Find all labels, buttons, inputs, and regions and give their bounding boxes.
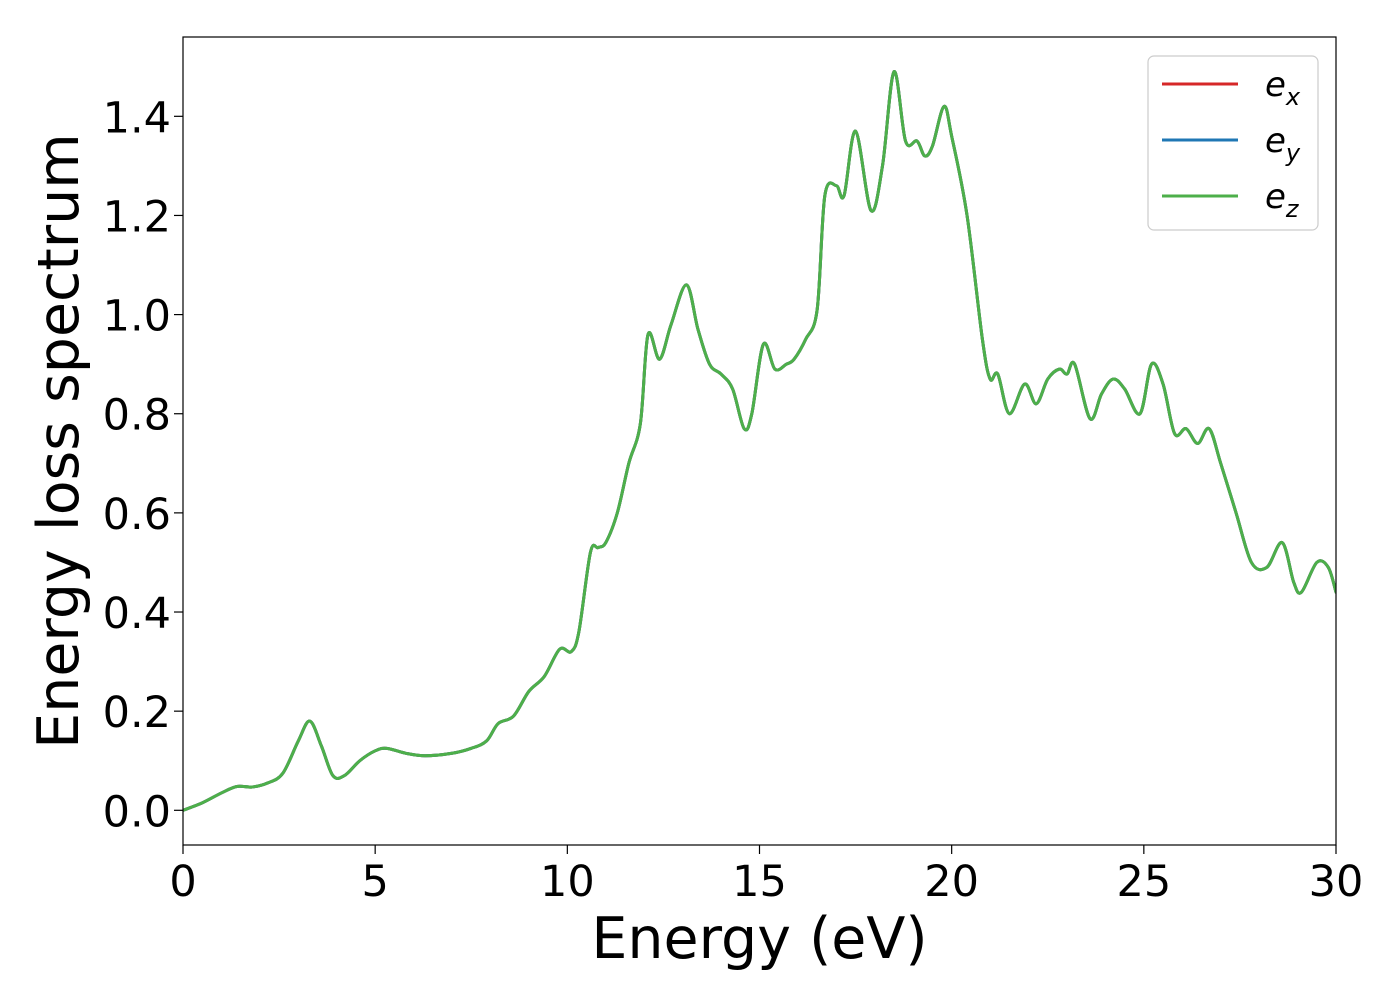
legend-label: ey	[1265, 121, 1301, 167]
legend-item-ex: ex	[1162, 65, 1301, 111]
y-tick-label: 0.8	[103, 391, 171, 441]
legend-label-base: e	[1265, 177, 1286, 217]
x-tick-label: 10	[540, 857, 595, 907]
legend-box	[1147, 55, 1319, 231]
y-tick-label: 1.4	[103, 93, 171, 143]
series-line-ez	[183, 70, 1336, 812]
y-tick-label: 0.4	[103, 589, 171, 639]
x-tick-label: 25	[1116, 857, 1171, 907]
y-tick-label: 1.0	[103, 292, 171, 342]
legend-label-subscript: z	[1285, 195, 1300, 223]
legend-label-subscript: x	[1285, 83, 1301, 111]
series-layer	[183, 70, 1336, 812]
y-tick-label: 0.6	[103, 490, 171, 540]
y-axis-label: Energy loss spectrum	[26, 133, 92, 749]
legend-label-base: e	[1265, 65, 1286, 105]
y-tick-label: 0.0	[103, 787, 171, 837]
legend-label-base: e	[1265, 121, 1286, 161]
y-axis: 0.0 0.2 0.4 0.6 0.8 1.0 1.2 1.4	[103, 93, 183, 837]
y-tick-label: 0.2	[103, 688, 171, 738]
legend-label: ez	[1265, 177, 1300, 223]
legend-label-subscript: y	[1285, 139, 1301, 167]
y-tick-label: 1.2	[103, 192, 171, 242]
x-tick-label: 30	[1309, 857, 1364, 907]
legend-label: ex	[1265, 65, 1301, 111]
x-axis: 0 5 10 15 20 25 30	[169, 845, 1363, 907]
legend-item-ey: ey	[1162, 121, 1301, 167]
x-tick-label: 20	[924, 857, 979, 907]
x-axis-label: Energy (eV)	[591, 906, 927, 972]
x-tick-label: 0	[169, 857, 196, 907]
legend-item-ez: ez	[1162, 177, 1300, 223]
x-tick-label: 15	[732, 857, 787, 907]
x-tick-label: 5	[361, 857, 388, 907]
